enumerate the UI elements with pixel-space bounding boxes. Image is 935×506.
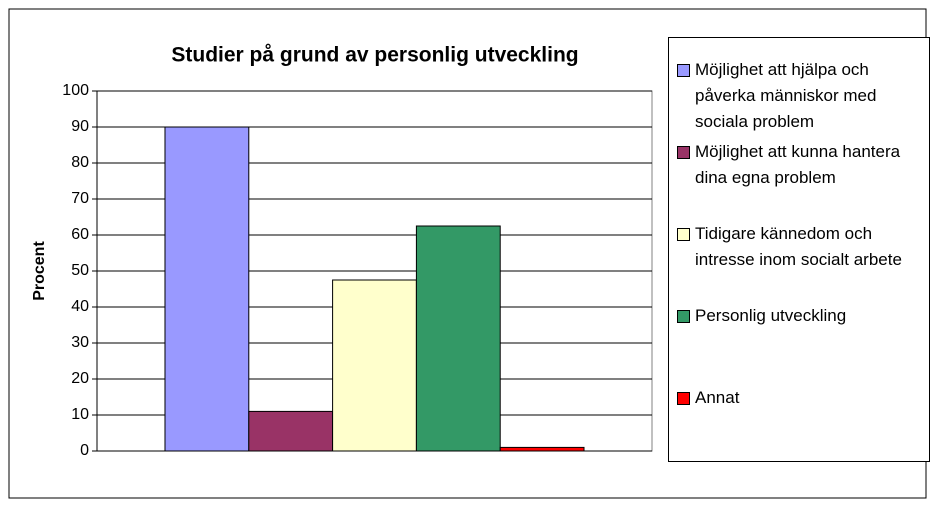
legend-label: Personlig utveckling — [695, 306, 847, 325]
y-tick-label: 0 — [80, 442, 89, 459]
legend-entry: Möjlighet att kunna hantera dina egna pr… — [677, 139, 922, 191]
y-tick-label: 30 — [71, 334, 89, 351]
legend-label: Möjlighet att hjälpa och påverka människ… — [695, 60, 877, 131]
bar — [248, 410, 334, 452]
legend-entry: Tidigare kännedom och intresse inom soci… — [677, 221, 922, 273]
y-tick-label: 90 — [71, 118, 89, 135]
y-axis-label: Procent — [31, 241, 48, 301]
y-tick-label: 80 — [71, 154, 89, 171]
y-tick-label: 70 — [71, 190, 89, 207]
legend-entry: Annat — [677, 385, 922, 411]
y-tick-label: 40 — [71, 298, 89, 315]
y-tick-label: 60 — [71, 226, 89, 243]
y-tick-label: 20 — [71, 370, 89, 387]
legend-label: Annat — [695, 388, 740, 407]
legend-swatch — [677, 392, 690, 405]
legend-swatch — [677, 146, 690, 159]
bar — [164, 126, 250, 452]
bar — [499, 446, 585, 452]
legend-swatch — [677, 228, 690, 241]
chart-title: Studier på grund av personlig utveckling — [171, 44, 578, 67]
legend-label: Möjlighet att kunna hantera dina egna pr… — [695, 142, 901, 187]
legend-label: Tidigare kännedom och intresse inom soci… — [695, 224, 902, 269]
legend: Möjlighet att hjälpa och påverka människ… — [668, 37, 930, 462]
legend-swatch — [677, 64, 690, 77]
legend-swatch — [677, 310, 690, 323]
legend-entry: Möjlighet att hjälpa och påverka människ… — [677, 57, 922, 135]
legend-entry: Personlig utveckling — [677, 303, 922, 329]
y-tick-label: 100 — [62, 82, 89, 99]
bar — [415, 225, 501, 452]
y-tick-label: 10 — [71, 406, 89, 423]
y-tick-label: 50 — [71, 262, 89, 279]
bar — [332, 279, 417, 452]
